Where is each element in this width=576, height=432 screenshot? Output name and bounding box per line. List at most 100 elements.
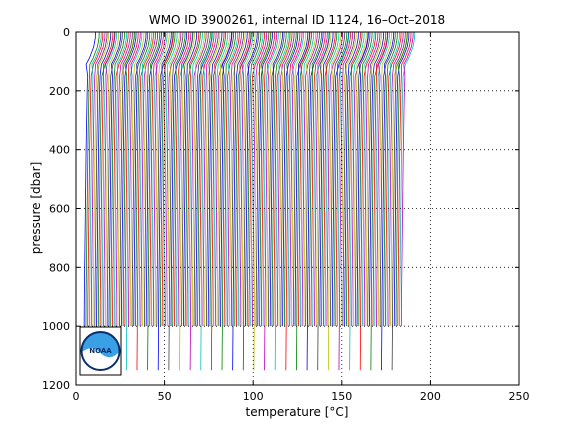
profile-line: [310, 31, 326, 327]
profile-line: [353, 31, 367, 327]
profile-line: [294, 31, 309, 327]
profile-line: [191, 31, 205, 327]
profile-line: [214, 31, 232, 327]
profile-line: [124, 31, 139, 327]
profile-line: [358, 31, 373, 327]
profile-line: [97, 31, 115, 327]
profile-line: [308, 31, 322, 327]
profile-line: [330, 31, 346, 327]
profile-line: [204, 31, 221, 327]
profile-line: [239, 31, 252, 327]
x-tick-label: 50: [158, 390, 172, 403]
profile-line: [94, 31, 108, 371]
profile-line: [386, 31, 400, 327]
profile-line: [159, 31, 176, 327]
profile-line: [356, 31, 369, 327]
x-tick-label: 100: [243, 390, 264, 403]
profile-line: [342, 31, 356, 327]
profile-line: [333, 31, 348, 327]
profile-line: [315, 31, 332, 327]
profile-line: [223, 31, 240, 327]
profile-line: [144, 31, 159, 327]
profile-line: [354, 31, 371, 327]
profile-line: [280, 31, 295, 327]
profile-line: [96, 31, 112, 327]
profile-line: [377, 31, 392, 327]
x-axis-label: temperature [°C]: [246, 405, 349, 419]
profile-line: [122, 31, 135, 327]
profile-line: [83, 31, 96, 371]
profile-line: [248, 31, 266, 327]
profile-line: [287, 31, 305, 327]
profile-line: [186, 31, 200, 327]
profile-line: [301, 31, 318, 327]
noaa-logo-text: NOAA: [89, 347, 112, 355]
profile-line: [207, 31, 223, 327]
profile-line: [112, 31, 129, 327]
profile-line: [145, 31, 162, 327]
profile-line: [232, 31, 248, 371]
profile-line: [331, 31, 349, 327]
profile-line: [376, 31, 389, 327]
profile-line: [317, 31, 330, 371]
profile-line: [175, 31, 193, 327]
profile-line: [177, 31, 192, 327]
profile-line: [174, 31, 190, 327]
profile-line: [221, 31, 237, 371]
profile-line: [299, 31, 315, 327]
profile-line: [319, 31, 334, 327]
profile-line: [149, 31, 164, 327]
profile-line: [255, 31, 270, 327]
profile-line: [163, 31, 178, 327]
profile-line: [156, 31, 174, 327]
profile-line: [104, 31, 120, 371]
profile-line: [120, 31, 137, 327]
profile-line: [361, 31, 375, 327]
profile-line: [200, 31, 213, 371]
profile-line: [129, 31, 145, 327]
profile-line: [262, 31, 279, 327]
profile-line: [101, 31, 117, 327]
profile-line: [324, 31, 340, 327]
profile-line: [338, 31, 353, 371]
y-tick-label: 0: [63, 26, 70, 39]
profile-line: [370, 31, 388, 371]
profile-line: [189, 31, 207, 371]
y-tick-label: 800: [49, 261, 70, 274]
profile-line: [252, 31, 268, 327]
profile-line: [184, 31, 201, 327]
profile-line: [167, 31, 180, 327]
profile-line: [283, 31, 297, 327]
profile-line: [337, 31, 350, 327]
profile-line: [220, 31, 233, 327]
profile-line: [210, 31, 225, 371]
profile-line: [369, 31, 385, 327]
profile-line: [285, 31, 301, 371]
profile-line: [260, 31, 276, 327]
profile-line: [367, 31, 381, 327]
profile-line: [327, 31, 342, 371]
profile-line: [168, 31, 184, 371]
profile-line: [259, 31, 272, 327]
profile-line: [225, 31, 239, 327]
profile-line: [216, 31, 231, 327]
profile-line: [218, 31, 234, 327]
profile-line: [381, 31, 395, 371]
profile-line: [246, 31, 262, 327]
profile-line: [363, 31, 379, 327]
profile-line: [241, 31, 256, 327]
profile-line: [393, 31, 410, 327]
profile-line: [170, 31, 188, 327]
profile-line: [391, 31, 406, 371]
profile-line: [110, 31, 125, 327]
profile-line: [384, 31, 402, 327]
profile-line: [125, 31, 143, 371]
profile-line: [229, 31, 246, 327]
profile-line: [312, 31, 330, 327]
profile-line: [227, 31, 242, 327]
profile-line: [151, 31, 168, 327]
profile-line: [195, 31, 213, 327]
temperature-profiles: [83, 31, 416, 371]
profile-line: [89, 31, 102, 327]
y-tick-label: 200: [49, 85, 70, 98]
